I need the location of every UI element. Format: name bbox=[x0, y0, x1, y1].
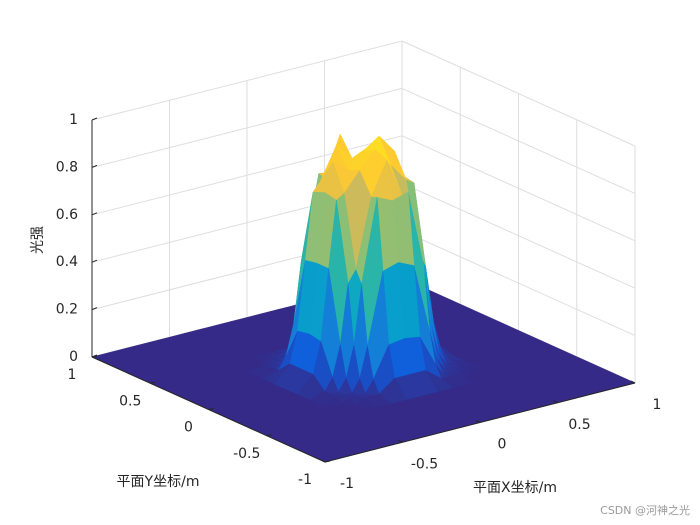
y-tick-label: 0.5 bbox=[119, 393, 141, 409]
z-tick bbox=[91, 354, 98, 358]
z-axis-label: 光强 bbox=[30, 226, 46, 254]
y-tick-label: 0 bbox=[184, 420, 193, 436]
y-tick-label: 1 bbox=[68, 367, 77, 383]
x-tick bbox=[398, 439, 403, 443]
x-tick-label: -0.5 bbox=[411, 456, 438, 472]
x-tick-label: 0 bbox=[498, 437, 507, 453]
z-tick-label: 0.6 bbox=[56, 207, 78, 223]
x-tick bbox=[630, 380, 636, 384]
y-axis-label: 平面Y坐标/m bbox=[117, 474, 200, 490]
z-tick-label: 0 bbox=[69, 349, 78, 365]
z-tick bbox=[91, 117, 98, 121]
x-tick bbox=[553, 400, 558, 404]
z-tick bbox=[91, 259, 98, 263]
y-tick bbox=[208, 408, 214, 410]
y-tick-label: -1 bbox=[298, 472, 312, 488]
z-tick bbox=[91, 164, 98, 168]
y-tick-label: -0.5 bbox=[233, 446, 260, 462]
z-tick-label: 1 bbox=[69, 112, 78, 128]
y-tick bbox=[266, 434, 272, 437]
z-tick-label: 0.8 bbox=[56, 159, 78, 175]
x-tick-label: 1 bbox=[653, 397, 662, 413]
x-axis-label: 平面X坐标/m bbox=[473, 480, 557, 496]
z-tick bbox=[91, 307, 98, 311]
z-tick bbox=[91, 212, 98, 216]
y-tick bbox=[150, 381, 156, 384]
x-tick-label: -1 bbox=[340, 476, 354, 492]
x-tick-label: 0.5 bbox=[568, 417, 590, 433]
z-tick-label: 0.2 bbox=[56, 302, 78, 318]
z-tick-label: 0.4 bbox=[56, 254, 78, 270]
y-tick bbox=[324, 460, 331, 463]
watermark: CSDN @河神之光 bbox=[600, 503, 690, 517]
x-tick bbox=[475, 420, 481, 423]
x-tick bbox=[320, 459, 326, 463]
